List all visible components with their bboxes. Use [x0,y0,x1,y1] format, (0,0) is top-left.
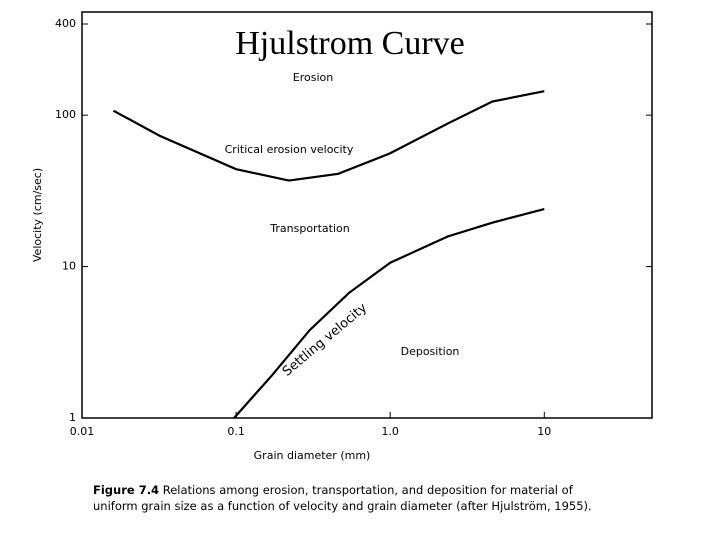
y-tick-label: 1 [69,411,76,424]
x-axis-label: Grain diameter (mm) [254,449,371,462]
y-tick-label: 10 [62,260,76,273]
chart-title: Hjulstrom Curve [235,25,464,62]
curve [233,207,545,419]
x-tick-label: 0.01 [70,425,95,438]
region-label: Transportation [269,222,349,235]
caption-label: Figure 7.4 [93,483,160,497]
x-tick-label: 0.1 [227,425,245,438]
region-label: Erosion [293,71,333,84]
y-axis-label: Velocity (cm/sec) [31,168,44,262]
curve-label: Settling velocity [280,300,370,379]
caption: Figure 7.4 Relations among erosion, tran… [93,482,593,514]
plot-frame [81,11,653,419]
y-tick-label: 400 [55,17,76,30]
y-tick-label: 100 [55,108,76,121]
region-label: Deposition [401,345,460,358]
caption-text: Relations among erosion, transportation,… [93,483,592,513]
curve [112,90,545,182]
curve-label: Critical erosion velocity [225,143,354,156]
x-tick-label: 10 [537,425,551,438]
x-tick-label: 1.0 [381,425,399,438]
